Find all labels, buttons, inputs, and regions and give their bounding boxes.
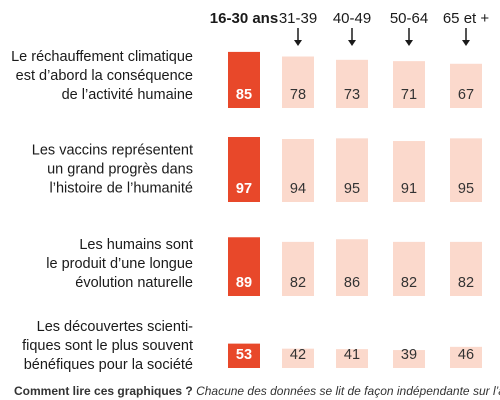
bar: [336, 138, 368, 202]
age-group-label: 16-30 ans: [210, 10, 278, 27]
bar: [393, 141, 425, 202]
footnote-italic: Chacune des données se lit de façon indé…: [196, 384, 500, 398]
bar-value-label: 89: [236, 275, 252, 291]
bar-value-label: 94: [290, 181, 306, 197]
bar-value-label: 42: [290, 347, 306, 363]
bar-value-label: 86: [344, 275, 360, 291]
statement-label-line: un grand progrès dans: [47, 162, 193, 178]
bar: [228, 343, 260, 368]
header-arrow-head: [462, 40, 470, 46]
bar-value-label: 82: [290, 275, 306, 291]
statement-label-line: bénéfiques pour la société: [24, 357, 193, 373]
bar-value-label: 82: [401, 275, 417, 291]
bar-value-label: 46: [458, 347, 474, 363]
bar: [282, 241, 314, 296]
age-group-label: 65 et +: [443, 10, 490, 27]
bar: [336, 59, 368, 108]
bar: [393, 241, 425, 296]
bar-value-label: 73: [344, 87, 360, 103]
age-group-label: 31-39: [279, 10, 317, 27]
age-group-label: 50-64: [390, 10, 428, 27]
statement-label-line: Les découvertes scienti-: [37, 319, 194, 335]
bar-value-label: 95: [344, 181, 360, 197]
bar-value-label: 78: [290, 87, 306, 103]
bar-value-label: 67: [458, 87, 474, 103]
bar: [450, 138, 482, 202]
bar: [450, 241, 482, 296]
bar-value-label: 39: [401, 347, 417, 363]
statement-label-line: le produit d’une longue: [46, 256, 193, 272]
bar: [450, 63, 482, 108]
bar-value-label: 85: [236, 87, 252, 103]
bar-value-label: 97: [236, 181, 252, 197]
bar-value-label: 91: [401, 181, 417, 197]
bar: [282, 56, 314, 108]
statement-label-line: fiques sont le plus souvent: [22, 338, 193, 354]
bar: [336, 349, 368, 368]
bar-value-label: 53: [236, 347, 252, 363]
bar-value-label: 95: [458, 181, 474, 197]
statement-label-line: de l’activité humaine: [62, 87, 193, 103]
bar: [228, 51, 260, 108]
header-arrow-head: [348, 40, 356, 46]
bar: [393, 61, 425, 108]
bar: [393, 350, 425, 368]
statement-label-line: Le réchauffement climatique: [11, 49, 193, 65]
bar-value-label: 41: [344, 347, 360, 363]
statement-label-line: l’histoire de l’humanité: [50, 181, 193, 197]
age-group-label: 40-49: [333, 10, 371, 27]
statement-label-line: est d’abord la conséquence: [16, 68, 193, 84]
bar: [282, 348, 314, 368]
footnote: Comment lire ces graphiques ? Chacune de…: [14, 384, 500, 398]
bar: [282, 139, 314, 202]
bar-value-label: 82: [458, 275, 474, 291]
bar: [336, 239, 368, 296]
header-arrow-head: [294, 40, 302, 46]
statement-label-line: Les vaccins représentent: [32, 143, 193, 159]
footnote-bold: Comment lire ces graphiques ?: [14, 384, 193, 398]
header-arrow-head: [405, 40, 413, 46]
bar: [450, 346, 482, 368]
bar-value-label: 71: [401, 87, 417, 103]
statement-label-line: évolution naturelle: [75, 275, 193, 291]
bar: [228, 137, 260, 202]
bar: [228, 237, 260, 296]
statement-label-line: Les humains sont: [79, 237, 193, 253]
